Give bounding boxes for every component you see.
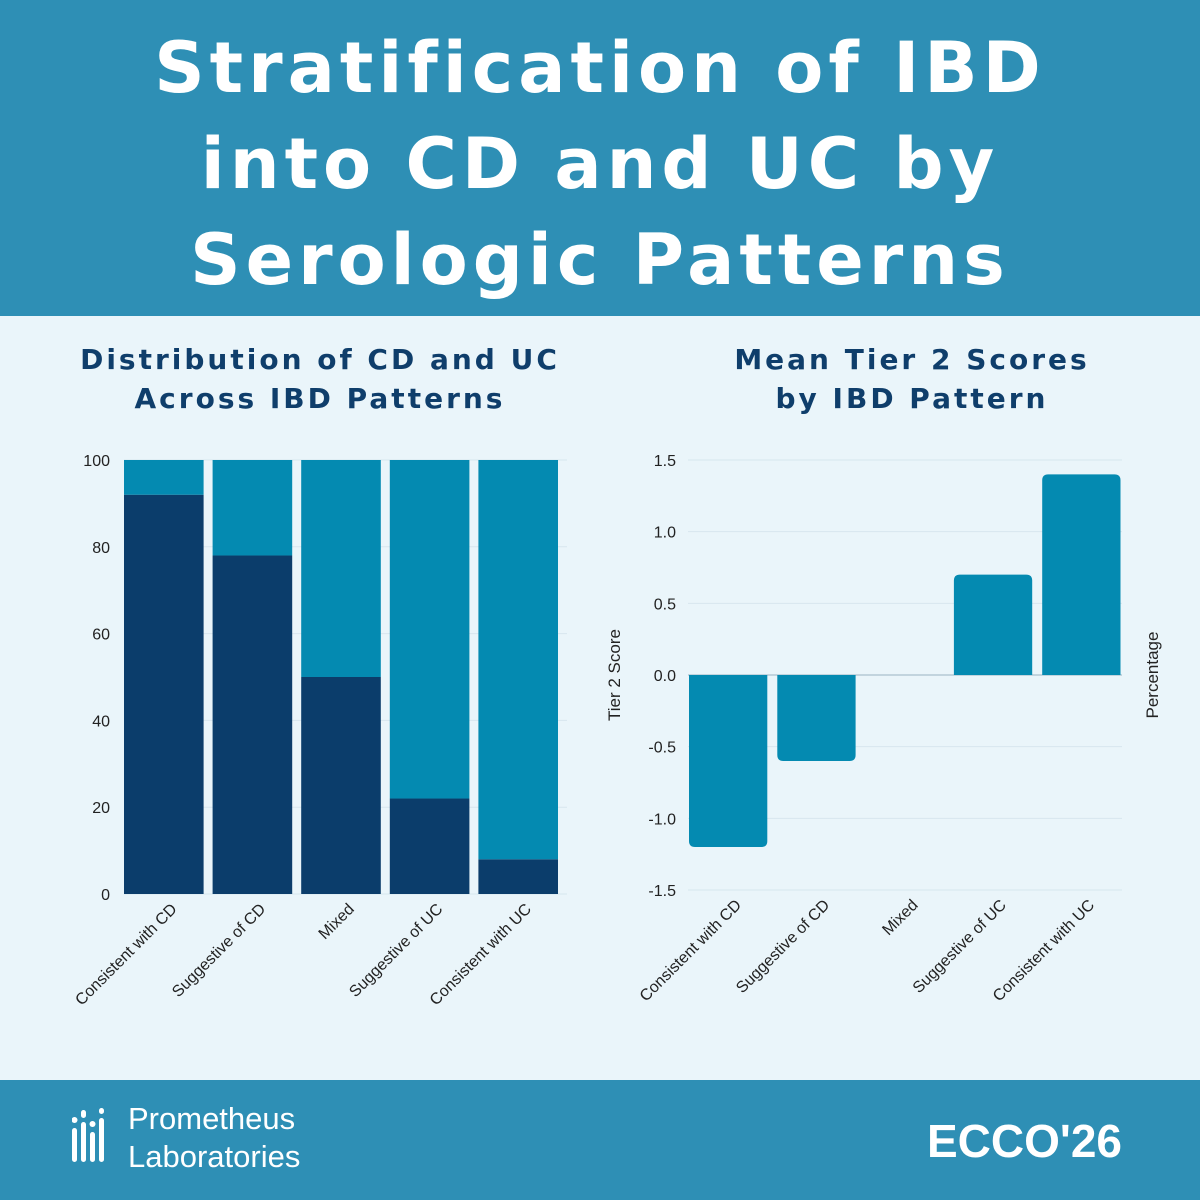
y-tick-label: 0 xyxy=(101,887,110,904)
tier2-bar-chart: 1.5 1.0 0.5 0.0 -0.5 -1.0 -1.5 Tier 2 Score Perc… xyxy=(605,453,1162,1005)
x-tick-label: Suggestive of CD xyxy=(169,901,269,1001)
left-chart-title-line-1: Distribution of CD and UC xyxy=(80,343,560,376)
bar-cd-segment xyxy=(478,859,558,894)
right-chart-title-line-1: Mean Tier 2 Scores xyxy=(734,343,1090,376)
left-chart-title-line-2: Across IBD Patterns xyxy=(134,382,506,415)
x-tick-label: Mixed xyxy=(316,901,358,943)
y-axis-label-right: Percentage xyxy=(1143,632,1162,719)
right-chart-title: Mean Tier 2 Scores by IBD Pattern xyxy=(632,340,1192,418)
y-tick-label: 0.0 xyxy=(654,668,676,685)
prometheus-logo-icon xyxy=(72,1108,104,1162)
footer-banner: Prometheus Laboratories ECCO'26 xyxy=(0,1080,1200,1200)
brand-name-line-2: Laboratories xyxy=(128,1139,301,1174)
left-chart-title: Distribution of CD and UC Across IBD Pat… xyxy=(40,340,600,418)
x-tick-label: Suggestive of UC xyxy=(910,897,1010,997)
bar-uc-segment xyxy=(389,460,470,799)
x-tick-label: Consistent with CD xyxy=(637,897,745,1005)
y-tick-label: 20 xyxy=(92,800,110,817)
score-bar xyxy=(953,574,1033,675)
score-bar xyxy=(777,675,856,761)
bar-uc-segment xyxy=(478,460,558,860)
y-tick-label: 100 xyxy=(83,453,110,470)
x-tick-label: Consistent with UC xyxy=(427,901,535,1009)
y-tick-label: 0.5 xyxy=(654,596,676,613)
brand-name: Prometheus Laboratories xyxy=(128,1100,300,1176)
y-tick-label: -0.5 xyxy=(648,740,676,757)
x-tick-label: Consistent with CD xyxy=(72,901,180,1009)
y-tick-label: 1.5 xyxy=(654,453,676,470)
event-name: ECCO'26 xyxy=(926,1115,1122,1167)
x-tick-label: Suggestive of CD xyxy=(733,897,833,997)
y-tick-label: -1.0 xyxy=(648,811,676,828)
page-title-line-3: Serologic Patterns xyxy=(190,219,1010,301)
x-tick-label: Consistent with UC xyxy=(990,897,1098,1005)
page-title-line-2: into CD and UC by xyxy=(200,123,1000,205)
y-tick-label: 80 xyxy=(92,540,110,557)
bar-uc-segment xyxy=(124,460,204,495)
right-chart-title-line-2: by IBD Pattern xyxy=(775,382,1049,415)
bar-cd-segment xyxy=(389,798,470,894)
x-tick-label: Mixed xyxy=(879,897,921,939)
score-bar xyxy=(689,675,768,847)
y-tick-label: 60 xyxy=(92,627,110,644)
x-tick-label: Suggestive of UC xyxy=(346,901,446,1001)
bar-cd-segment xyxy=(212,555,293,894)
bar-uc-segment xyxy=(301,460,381,677)
y-axis-label: Tier 2 Score xyxy=(605,629,624,721)
brand-name-line-1: Prometheus xyxy=(128,1101,296,1136)
y-tick-label: 1.0 xyxy=(654,525,676,542)
bar-uc-segment xyxy=(212,460,293,556)
page-title-line-1: Stratification of IBD xyxy=(154,27,1046,109)
score-bar xyxy=(1042,474,1121,675)
bar-cd-segment xyxy=(301,677,381,894)
bar-cd-segment xyxy=(124,494,204,894)
y-tick-label: -1.5 xyxy=(648,883,676,900)
y-tick-label: 40 xyxy=(92,713,110,730)
header-banner: Stratification of IBD into CD and UC by … xyxy=(0,0,1200,316)
